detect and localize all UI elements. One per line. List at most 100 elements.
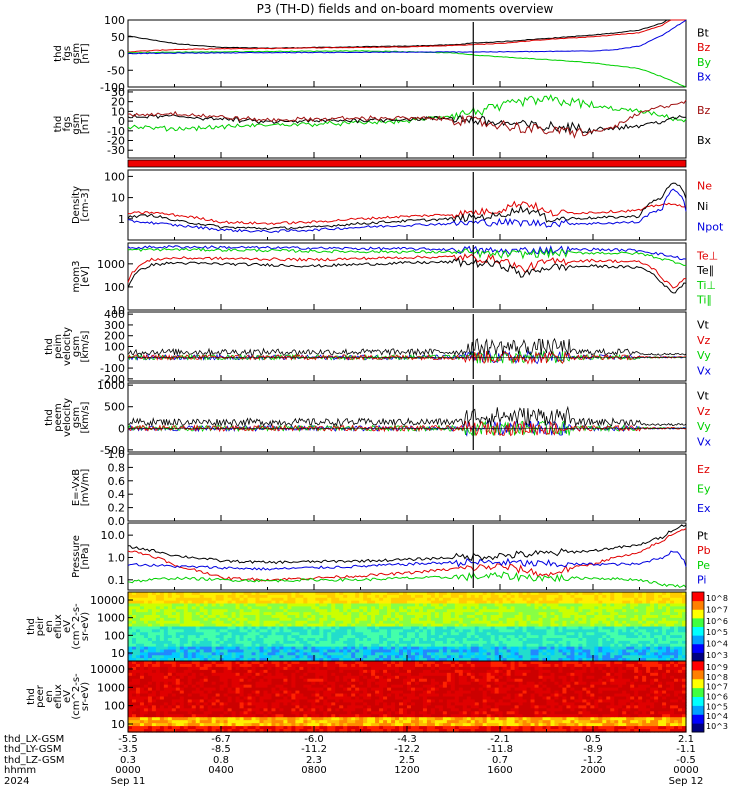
spectrogram-cell bbox=[331, 655, 336, 659]
spectrogram-cell bbox=[128, 594, 133, 599]
spectrogram-cell bbox=[263, 643, 269, 648]
spectrogram-cell bbox=[430, 623, 436, 628]
spectrogram-cell bbox=[191, 597, 197, 602]
spectrogram-cell bbox=[171, 696, 177, 701]
spectrogram-cell bbox=[255, 723, 261, 727]
spectrogram-cell bbox=[470, 655, 476, 659]
spectrogram-cell bbox=[426, 612, 432, 616]
spectrogram-cell bbox=[542, 635, 548, 639]
spectrogram-cell bbox=[626, 658, 631, 662]
spectrogram-cell bbox=[183, 669, 189, 674]
spectrogram-cell bbox=[275, 640, 281, 645]
spectrogram-cell bbox=[187, 672, 193, 677]
y-axis-label: [mV/m] bbox=[80, 469, 91, 507]
spectrogram-cell bbox=[566, 638, 572, 642]
spectrogram-cell bbox=[155, 600, 161, 605]
spectrogram-cell bbox=[343, 666, 348, 671]
spectrogram-cell bbox=[498, 620, 504, 625]
spectrogram-cell bbox=[454, 609, 460, 613]
spectrogram-cell bbox=[235, 672, 241, 677]
spectrogram-cell bbox=[195, 675, 201, 680]
spectrogram-cell bbox=[319, 620, 324, 625]
spectrogram-cell bbox=[506, 617, 512, 622]
spectrogram-cell bbox=[482, 646, 488, 651]
spectrogram-cell bbox=[494, 615, 500, 619]
spectrogram-cell bbox=[578, 643, 583, 648]
spectrogram-cell bbox=[506, 629, 512, 633]
spectrogram-cell bbox=[678, 640, 683, 645]
spectrogram-cell bbox=[235, 649, 241, 653]
spectrogram-cell bbox=[307, 666, 312, 671]
spectrogram-cell bbox=[666, 640, 671, 645]
spectrogram-cell bbox=[179, 652, 185, 656]
spectrogram-cell bbox=[602, 646, 607, 651]
spectrogram-cell bbox=[243, 615, 249, 619]
spectrogram-cell bbox=[387, 649, 392, 653]
spectrogram-cell bbox=[570, 600, 575, 605]
spectrogram-cell bbox=[135, 661, 141, 665]
spectrogram-cell bbox=[558, 612, 564, 616]
spectrogram-cell bbox=[578, 655, 583, 659]
spectrogram-cell bbox=[466, 643, 472, 648]
spectrogram-cell bbox=[442, 638, 448, 642]
spectrogram-cell bbox=[618, 638, 623, 642]
spectrogram-cell bbox=[267, 612, 273, 616]
spectrogram-cell bbox=[638, 606, 643, 610]
spectrogram-cell bbox=[482, 606, 488, 610]
spectrogram-cell bbox=[355, 632, 360, 636]
y-tick-label: 0 bbox=[118, 422, 125, 435]
spectrogram-cell bbox=[131, 592, 137, 596]
spectrogram-cell bbox=[371, 638, 376, 642]
spectrogram-cell bbox=[247, 606, 253, 610]
spectrogram-cell bbox=[219, 669, 225, 674]
spectrogram-cell bbox=[203, 643, 209, 648]
spectrogram-cell bbox=[582, 658, 587, 662]
spectrogram-cell bbox=[203, 696, 209, 701]
spectrogram-cell bbox=[482, 652, 488, 656]
spectrogram-cell bbox=[175, 592, 181, 596]
spectrogram-cell bbox=[279, 661, 285, 665]
spectrogram-cell bbox=[287, 597, 293, 602]
spectrogram-cell bbox=[526, 643, 532, 648]
spectrogram-cell bbox=[167, 684, 173, 689]
spectrogram-cell bbox=[574, 609, 579, 613]
spectrogram-cell bbox=[299, 729, 304, 733]
spectrogram-cell bbox=[379, 626, 384, 630]
y-tick-label: 400 bbox=[104, 308, 125, 321]
spectrogram-cell bbox=[227, 669, 233, 674]
spectrogram-cell bbox=[223, 717, 229, 721]
spectrogram-cell bbox=[307, 597, 312, 602]
spectrogram-cell bbox=[538, 620, 544, 625]
spectrogram-cell bbox=[128, 693, 133, 698]
spectrogram-cell bbox=[534, 600, 540, 605]
spectrogram-cell bbox=[678, 658, 683, 662]
spectrogram-cell bbox=[538, 638, 544, 642]
spectrogram-cell bbox=[486, 640, 492, 645]
spectrogram-cell bbox=[422, 638, 428, 642]
spectrogram-cell bbox=[271, 705, 277, 709]
spectrogram-cell bbox=[634, 612, 639, 616]
spectrogram-cell bbox=[486, 606, 492, 610]
spectrogram-cell bbox=[239, 658, 245, 662]
spectrogram-cell bbox=[163, 594, 169, 599]
spectrogram-cell bbox=[239, 652, 245, 656]
spectrogram-cell bbox=[159, 711, 165, 715]
spectrogram-cell bbox=[259, 640, 265, 645]
spectrogram-cell bbox=[331, 708, 336, 712]
spectrogram-cell bbox=[343, 655, 348, 659]
panel-frame bbox=[127, 242, 687, 311]
spectrogram-cell bbox=[255, 632, 261, 636]
spectrogram-cell bbox=[490, 597, 496, 602]
spectrogram-cell bbox=[422, 635, 428, 639]
spectrogram-cell bbox=[131, 629, 137, 633]
spectrogram-cell bbox=[414, 632, 420, 636]
spectrogram-cell bbox=[215, 606, 221, 610]
spectrogram-cell bbox=[438, 600, 444, 605]
spectrogram-cell bbox=[183, 720, 189, 724]
spectrogram-cell bbox=[602, 652, 607, 656]
spectrogram-cell bbox=[299, 594, 304, 599]
spectrogram-cell bbox=[203, 681, 209, 686]
spectrogram-cell bbox=[327, 615, 332, 619]
spectrogram-cell bbox=[151, 714, 157, 718]
spectrogram-cell bbox=[155, 609, 161, 613]
